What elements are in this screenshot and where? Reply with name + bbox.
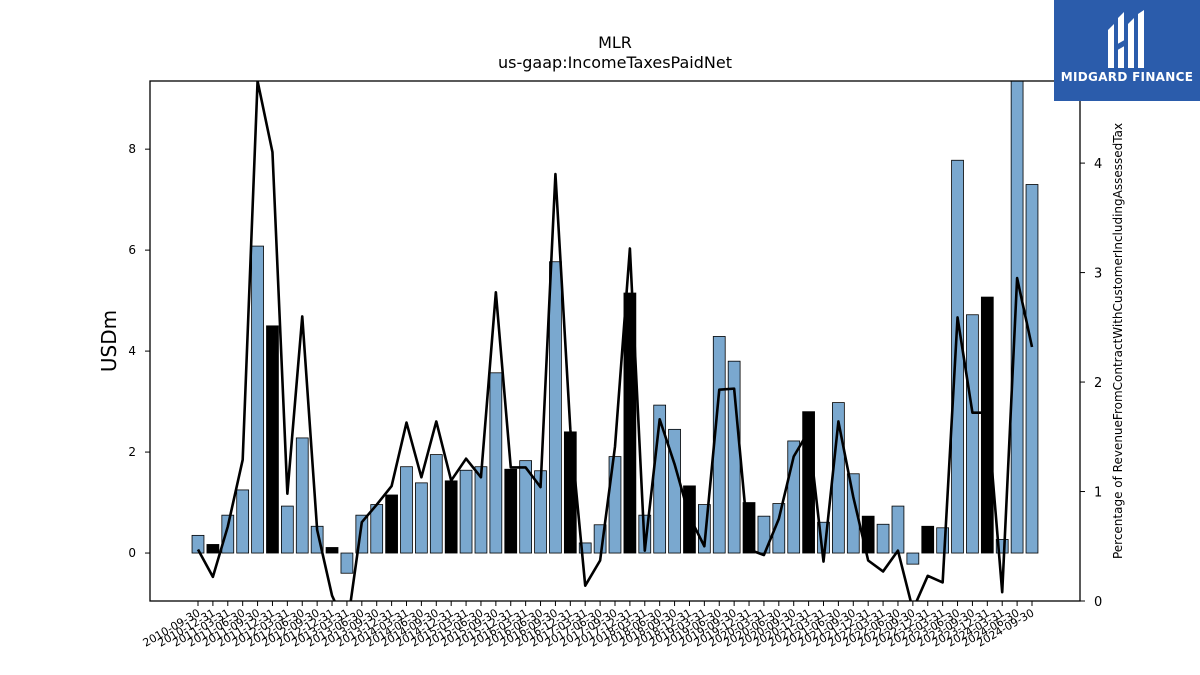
- bar-2014-03-31: [400, 466, 413, 554]
- bar-2010-12-31: [206, 544, 220, 554]
- series-line: [196, 81, 1034, 601]
- bar-2015-12-31: [504, 468, 518, 554]
- bar-2016-03-31: [519, 460, 533, 554]
- bar-2011-06-30: [236, 489, 250, 554]
- y2-tick-label: 0: [1094, 595, 1102, 610]
- bar-2011-03-31: [221, 514, 235, 554]
- bar-2015-06-30: [474, 466, 488, 554]
- bar-2017-03-31: [578, 542, 592, 554]
- bar-2011-12-31: [266, 325, 279, 554]
- x-axis: 2010-09-302010-12-312011-03-312011-06-30…: [141, 601, 1037, 650]
- bar-2024-06-30: [1010, 80, 1024, 554]
- bar-2016-09-30: [549, 261, 562, 554]
- bar-2014-09-30: [429, 454, 443, 554]
- bar-2022-06-30: [891, 505, 905, 554]
- bar-2019-03-31: [698, 504, 711, 554]
- bar-2010-09-30: [191, 534, 205, 554]
- y2-tick-label: 2: [1094, 376, 1102, 391]
- y2-tick-label: 4: [1094, 157, 1102, 172]
- bar-2023-06-30: [951, 159, 964, 554]
- bar-2015-09-30: [489, 372, 503, 554]
- y2-tick-label: 3: [1094, 267, 1102, 282]
- bar-2024-03-31: [995, 539, 1009, 554]
- bar-2015-03-31: [459, 469, 473, 554]
- bar-2013-03-31: [340, 552, 354, 574]
- y-axis-right: 0 1 2 3 4: [1080, 157, 1102, 610]
- bar-2013-06-30: [355, 514, 369, 554]
- midgard-logo-icon: [1108, 10, 1144, 68]
- bar-2022-09-30: [906, 552, 920, 565]
- brand-logo: MIDGARD FINANCE: [1054, 0, 1200, 101]
- bar-2012-06-30: [295, 437, 309, 554]
- bar-2020-06-30: [772, 503, 786, 554]
- bar-2013-09-30: [370, 504, 384, 554]
- bar-2020-09-30: [787, 440, 801, 554]
- bar-2012-03-31: [280, 505, 294, 554]
- bar-2022-12-31: [921, 525, 935, 554]
- bar-2014-06-30: [415, 482, 428, 554]
- y-tick-label: 6: [128, 243, 136, 257]
- y-tick-label: 0: [128, 546, 136, 560]
- bar-2019-12-31: [742, 502, 756, 554]
- y2-tick-label: 1: [1094, 486, 1102, 501]
- bar-2024-09-30: [1025, 184, 1039, 554]
- y-axis-left: 0 2 4 6 8: [128, 142, 150, 560]
- bars-group: [191, 80, 1039, 574]
- y-tick-label: 4: [128, 344, 136, 358]
- bar-2012-12-31: [325, 547, 339, 554]
- bar-2021-09-30: [846, 473, 860, 554]
- bar-2017-12-31: [623, 292, 637, 554]
- bar-2023-03-31: [936, 527, 950, 554]
- bar-2022-03-31: [876, 523, 890, 554]
- bar-2013-12-31: [385, 494, 398, 554]
- chart-title: MLR: [598, 33, 632, 52]
- brand-name: MIDGARD FINANCE: [1060, 70, 1194, 84]
- bar-2014-12-31: [444, 480, 458, 554]
- chart-subtitle: us-gaap:IncomeTaxesPaidNet: [498, 53, 732, 72]
- y-axis-label: USDm: [97, 310, 121, 372]
- bar-2011-09-30: [251, 245, 264, 554]
- bar-2016-12-31: [563, 431, 577, 554]
- bar-2023-09-30: [966, 314, 979, 554]
- bar-2018-09-30: [668, 428, 681, 554]
- y-tick-label: 2: [128, 445, 136, 459]
- y2-axis-label: Percentage of RevenueFromContractWithCus…: [1111, 123, 1125, 559]
- y-tick-label: 8: [128, 142, 136, 156]
- line-layer: [196, 81, 1034, 601]
